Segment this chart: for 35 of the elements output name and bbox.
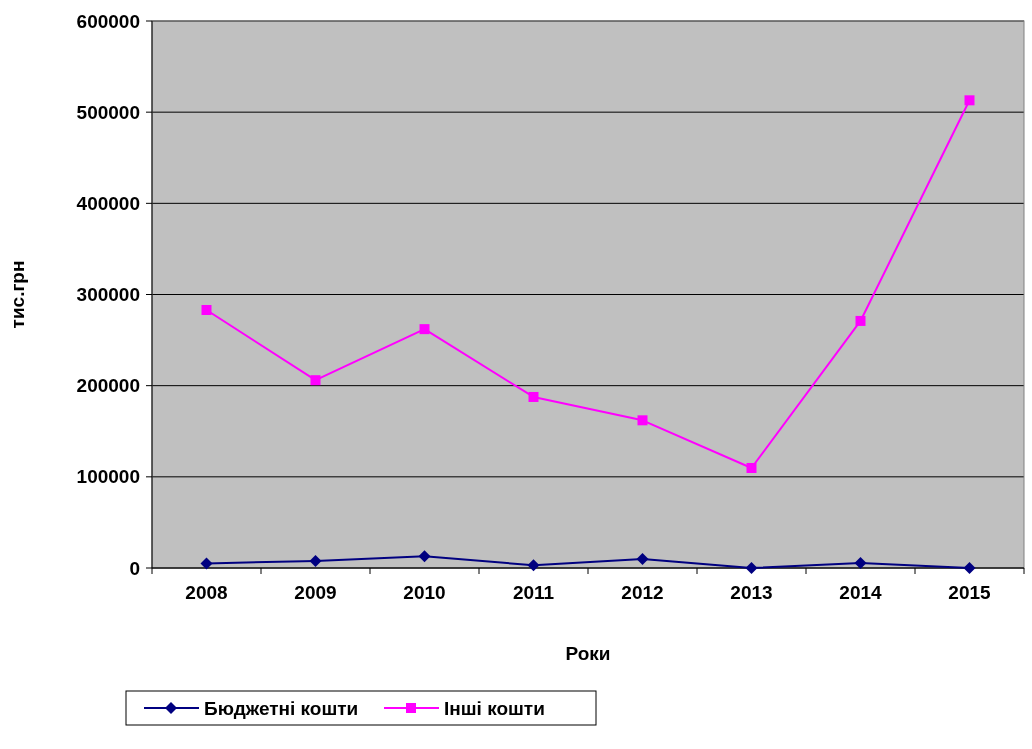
- point: [746, 462, 757, 473]
- legend-label: Бюджетні кошти: [204, 697, 359, 719]
- point: [528, 391, 539, 402]
- x-tick-label: 2013: [730, 582, 773, 603]
- point: [418, 550, 431, 563]
- legend-label: Інші кошти: [444, 697, 545, 719]
- y-tick-label: 0: [129, 557, 140, 579]
- point: [963, 562, 976, 574]
- y-tick-label: 200000: [76, 375, 140, 397]
- point: [637, 415, 648, 426]
- x-tick-label: 2008: [185, 582, 228, 603]
- point: [745, 562, 758, 574]
- x-tick-label: 2014: [839, 582, 883, 603]
- point: [527, 559, 540, 572]
- y-tick-label: 600000: [76, 10, 140, 32]
- x-tick-label: 2011: [512, 582, 555, 603]
- point: [309, 554, 322, 567]
- x-axis-title: Роки: [565, 643, 611, 664]
- point: [854, 556, 867, 569]
- point: [636, 552, 649, 565]
- x-tick-label: 2015: [948, 582, 992, 603]
- point: [964, 95, 975, 106]
- y-tick-label: 300000: [76, 284, 140, 306]
- point: [310, 375, 321, 386]
- point: [855, 315, 866, 326]
- x-tick-label: 2012: [621, 582, 664, 603]
- x-tick-label: 2009: [294, 582, 337, 603]
- y-tick-label: 400000: [76, 192, 140, 214]
- point: [201, 305, 212, 315]
- point: [200, 557, 213, 570]
- point: [419, 324, 430, 335]
- x-tick-label: 2010: [403, 582, 446, 603]
- y-axis-title: тис.грн: [7, 260, 28, 329]
- y-tick-label: 500000: [76, 101, 140, 123]
- y-tick-label: 100000: [76, 466, 140, 488]
